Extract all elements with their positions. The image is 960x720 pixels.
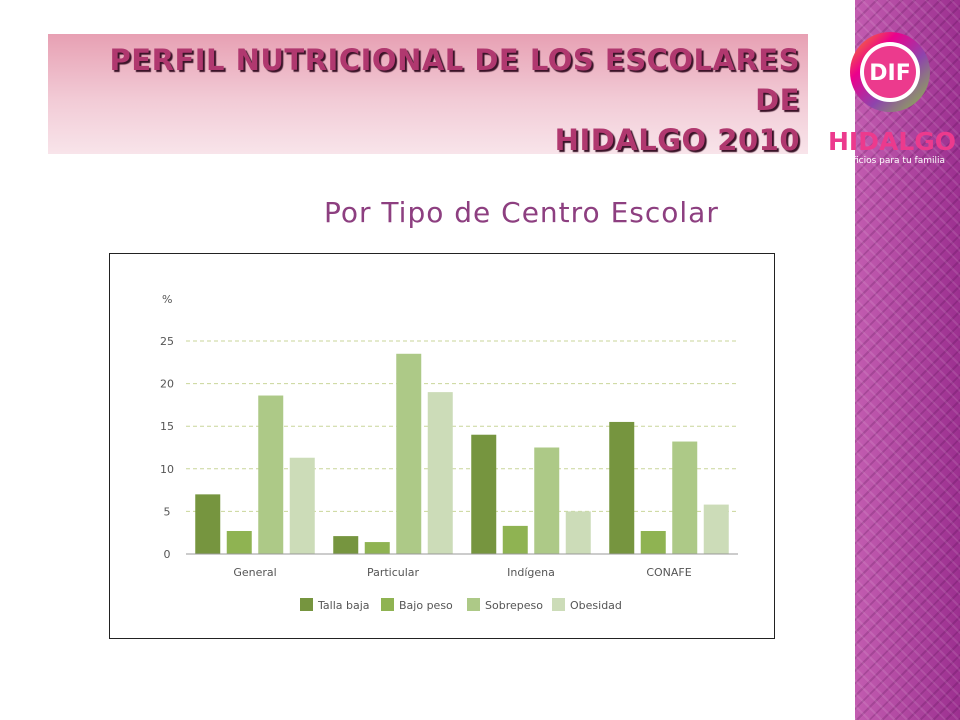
x-tick-label: General [233,566,276,579]
page-title: PERFIL NUTRICIONAL DE LOS ESCOLARES DE H… [60,40,800,160]
bar [565,511,591,554]
legend-label: Bajo peso [399,599,453,612]
bar [640,530,666,554]
x-tick-label: Indígena [507,566,555,579]
bar-chart: % 0 5 10 15 20 25 General Particular Indígena CONA… [160,293,738,612]
bar [258,395,284,554]
bar [471,434,497,554]
legend-swatch [300,598,313,611]
bar [703,504,729,554]
title-banner: PERFIL NUTRICIONAL DE LOS ESCOLARES DE H… [48,34,808,157]
bar [427,392,453,554]
y-tick-label: 5 [164,505,171,518]
bar [195,494,221,554]
logo-badge [864,46,916,98]
page-title-line-1: PERFIL NUTRICIONAL DE LOS ESCOLARES DE [109,43,800,117]
legend-label: Obesidad [570,599,622,612]
legend-swatch [552,598,565,611]
y-tick-label: 20 [160,378,174,391]
logo-tagline: Beneficios para tu familia [830,156,945,166]
chart-subtitle: Por Tipo de Centro Escolar [324,196,719,229]
bar [364,542,390,554]
y-tick-label: 0 [164,548,171,561]
bar [672,441,698,554]
legend-swatch [467,598,480,611]
bar [502,525,528,554]
bar [396,353,422,554]
legend-label: Sobrepeso [485,599,543,612]
dif-hidalgo-logo: DIF HIDALGO Beneficios para tu familia [826,22,956,172]
logo-brand-text: HIDALGO [828,127,956,156]
x-tick-label: CONAFE [646,566,691,579]
bar [226,530,252,554]
y-tick-label: 25 [160,335,174,348]
y-tick-label: 10 [160,463,174,476]
legend-label: Talla baja [317,599,370,612]
bar [333,536,359,554]
bar [534,447,560,554]
bar [609,421,635,554]
chart-frame: % 0 5 10 15 20 25 General Particular Indígena CONA… [109,253,775,639]
x-tick-label: Particular [367,566,420,579]
bar [289,457,315,554]
logo-badge-text: DIF [869,61,910,86]
page-title-line-2: HIDALGO 2010 [554,123,800,157]
legend-swatch [381,598,394,611]
y-axis-unit-label: % [162,293,172,306]
decorative-side-strip [855,0,960,720]
y-tick-label: 15 [160,420,174,433]
